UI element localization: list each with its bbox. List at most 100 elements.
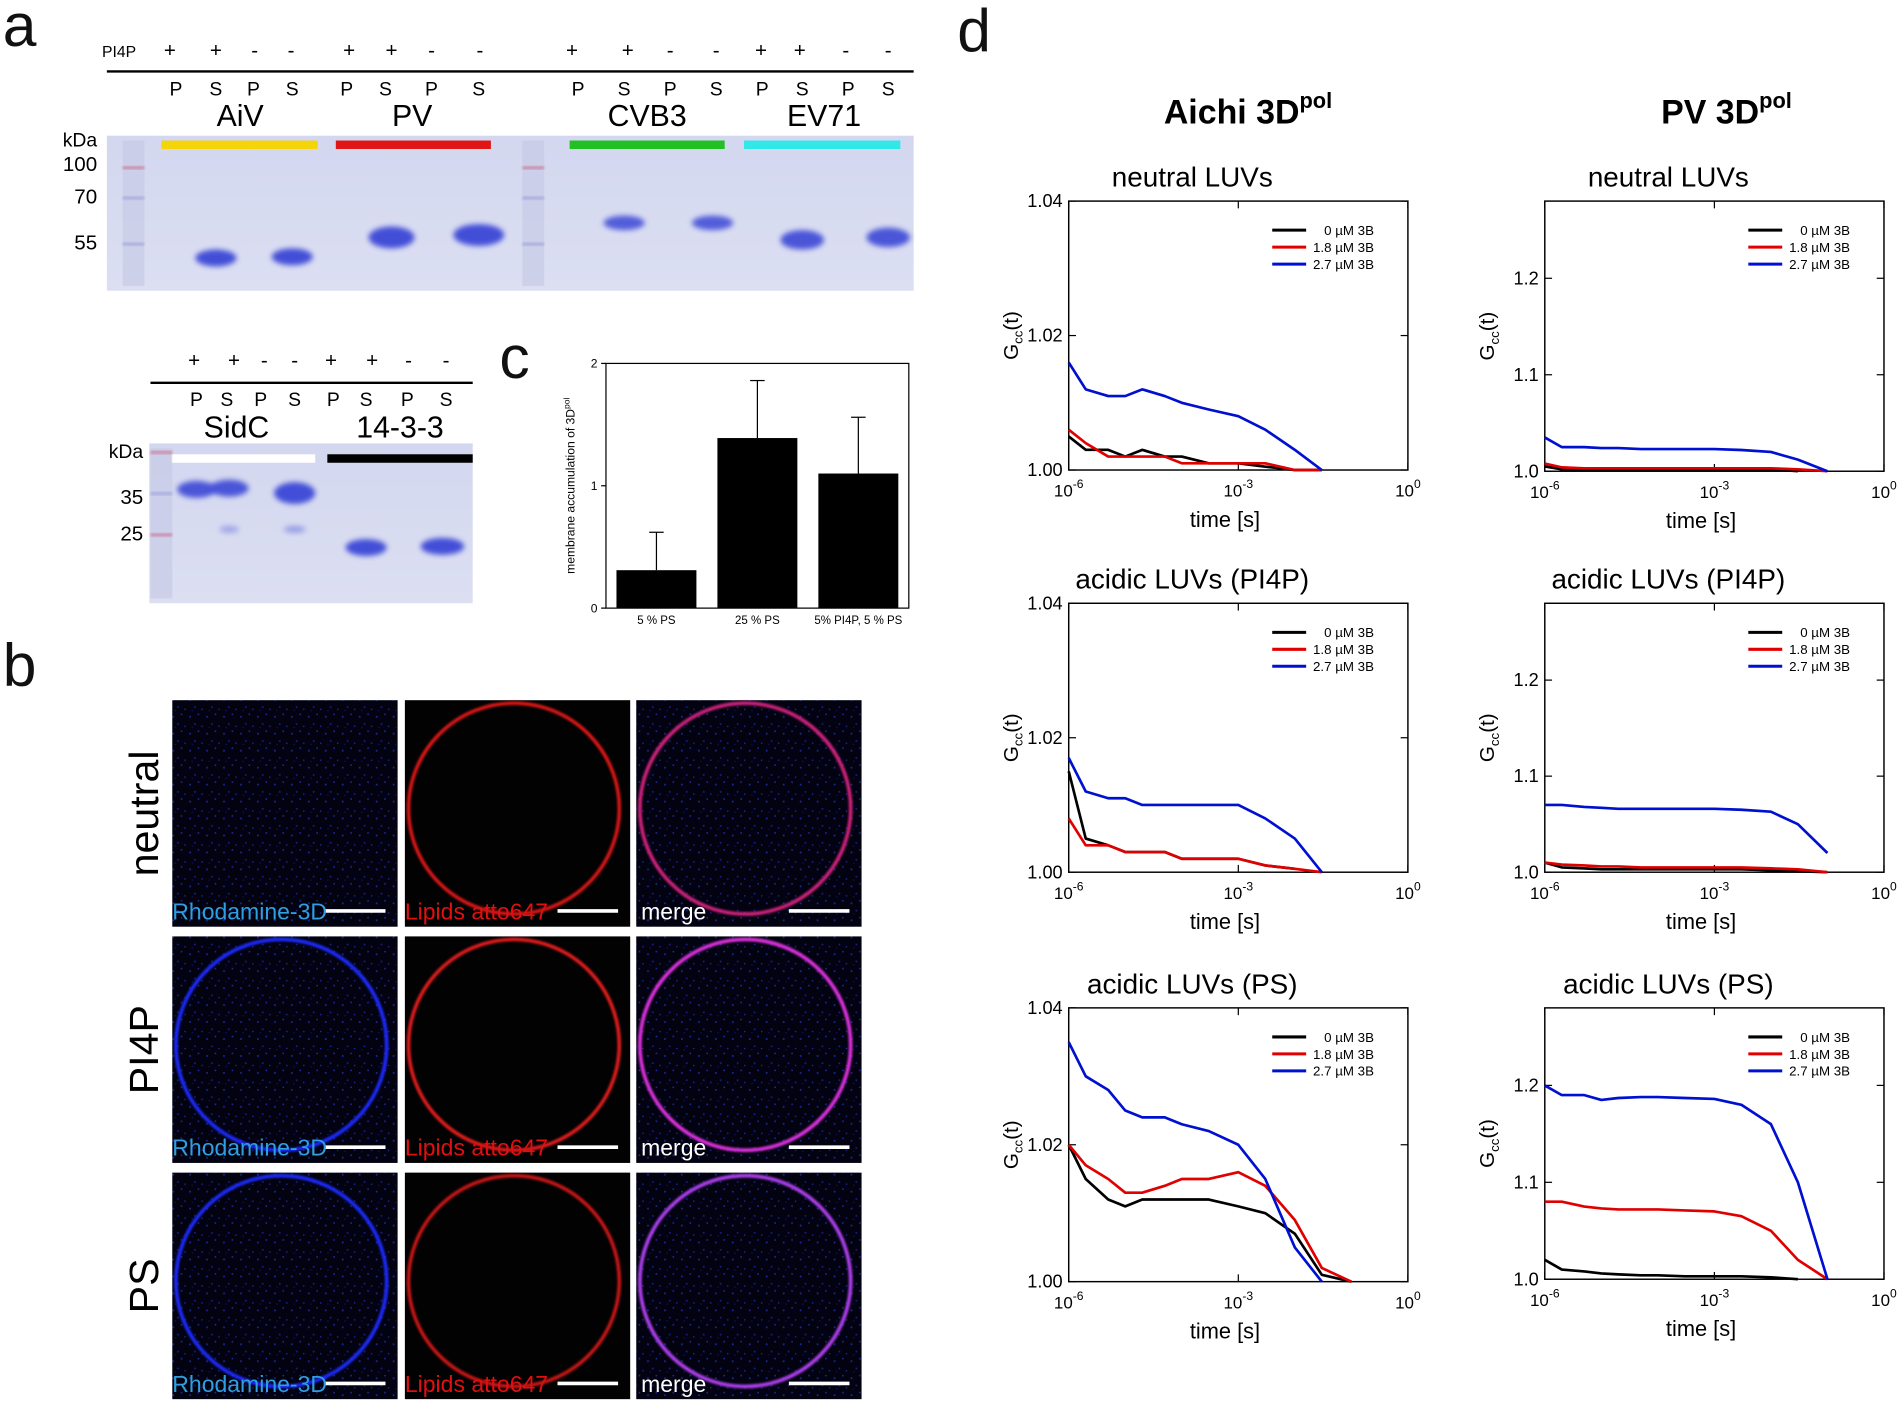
lane-label: P (664, 79, 677, 101)
gel-band (603, 215, 645, 231)
legend-label: 1.8 µM 3B (1789, 240, 1850, 255)
channel-label: Rhodamine-3D (172, 898, 327, 924)
y-tick-label: 1.00 (1027, 862, 1062, 882)
data-line (1544, 436, 1828, 473)
x-tick-label: 10-6 (1530, 879, 1560, 902)
legend-label: 2.7 µM 3B (1313, 1064, 1374, 1079)
gel-band (195, 249, 237, 267)
lane-label: S (360, 389, 373, 411)
x-tick-base: 10 (1223, 1293, 1242, 1312)
y-tick-label: 1.2 (1513, 670, 1538, 690)
gel-band (420, 537, 465, 555)
pi4p-sign: + (188, 349, 200, 372)
legend-label: 2.7 µM 3B (1789, 1064, 1850, 1079)
gel (149, 443, 473, 604)
column-title-sup: pol (1759, 88, 1792, 113)
y-tick-label: 1.1 (1513, 766, 1538, 786)
pi4p-sign: - (288, 39, 295, 62)
pi4p-sign: + (566, 39, 578, 62)
ladder-band (522, 242, 545, 246)
channel-label: merge (641, 1135, 706, 1161)
y-axis-label-suffix: (t) (1000, 1120, 1023, 1139)
chart-title: neutral LUVs (1112, 162, 1273, 193)
data-line (1544, 462, 1828, 473)
data-line (1544, 1200, 1829, 1281)
panel-label: a (3, 0, 37, 59)
bar (818, 473, 899, 609)
column-title-text: Aichi 3D (1164, 94, 1300, 132)
lane-label: P (756, 79, 769, 101)
ladder-band (122, 165, 145, 170)
vesicle-ring (406, 701, 622, 916)
x-tick-exponent: -3 (1242, 477, 1253, 491)
protein-name: PV (392, 100, 433, 133)
plot-frame (1544, 200, 1885, 472)
protein-bar (171, 454, 316, 463)
data-line (1544, 861, 1828, 874)
data-line (1067, 361, 1323, 472)
ladder-lane (150, 448, 173, 599)
vesicle-ring (638, 701, 853, 916)
channel-label: Rhodamine-3D (172, 1371, 327, 1397)
pi4p-sign: - (713, 39, 720, 62)
x-tick-base: 10 (1530, 483, 1549, 502)
y-tick-label: 1.2 (1513, 268, 1538, 288)
y-tick-label: 1.04 (1027, 998, 1062, 1018)
y-axis-label: Gcc(t) (1476, 713, 1502, 762)
protein-bar (327, 454, 473, 463)
y-axis-label-text: G (1000, 344, 1023, 360)
y-axis-label-text: G (1000, 1153, 1023, 1169)
data-line (1067, 428, 1322, 472)
gel-band (345, 539, 387, 557)
chart-title: acidic LUVs (PI4P) (1075, 564, 1309, 595)
data-line (1067, 435, 1322, 472)
x-tick-base: 10 (1395, 482, 1414, 501)
data-line (1544, 861, 1828, 874)
y-axis-label-sub: cc (1011, 330, 1026, 344)
legend-label: 1.8 µM 3B (1313, 240, 1374, 255)
y-axis-label: Gcc(t) (1000, 311, 1026, 360)
ladder-band (122, 196, 145, 200)
x-tick-label: 25 % PS (735, 615, 780, 627)
x-tick-label: 100 (1395, 1289, 1421, 1312)
y-tick-label: 1.02 (1027, 326, 1062, 346)
lane-label: S (796, 79, 809, 101)
x-tick-base: 10 (1530, 1291, 1549, 1310)
x-axis-label: time [s] (1190, 909, 1260, 934)
gel-band (283, 525, 306, 534)
y-tick-label: 1.0 (1513, 1269, 1538, 1289)
channel-label: Rhodamine-3D (172, 1135, 327, 1161)
lane-label: P (425, 79, 438, 101)
lane-label: S (710, 79, 723, 101)
x-tick-base: 10 (1223, 482, 1242, 501)
x-tick-exponent: 0 (1890, 478, 1897, 492)
data-line (1067, 1143, 1352, 1283)
y-axis-label-sub: cc (1011, 732, 1026, 746)
y-tick-label: 1 (591, 479, 598, 493)
legend-label: 2.7 µM 3B (1313, 659, 1374, 674)
lane-label: P (842, 79, 855, 101)
x-tick-base: 10 (1700, 884, 1719, 903)
pi4p-sign: - (428, 39, 435, 62)
panel-label: b (3, 631, 37, 699)
x-tick-base: 10 (1395, 1293, 1414, 1312)
data-line (1544, 803, 1829, 854)
y-tick-label: 1.04 (1027, 593, 1062, 613)
channel-label: merge (641, 898, 706, 924)
column-title-sup: pol (1299, 88, 1332, 113)
legend-label: 1.8 µM 3B (1789, 642, 1850, 657)
vesicle-ring (406, 1173, 622, 1389)
data-line (1067, 1144, 1352, 1283)
pi4p-sign: + (794, 39, 806, 62)
pi4p-sign: - (667, 39, 674, 62)
vesicle-ring (638, 937, 853, 1153)
vesicle-ring (638, 1173, 853, 1389)
legend-label: 0 µM 3B (1324, 625, 1374, 640)
chart-title: acidic LUVs (PS) (1087, 968, 1298, 999)
gel-band (219, 525, 239, 534)
protein-name: AiV (217, 100, 265, 133)
x-tick-label: 10-6 (1054, 879, 1084, 902)
protein-name: SidC (204, 411, 270, 444)
pi4p-sign: - (261, 349, 268, 372)
